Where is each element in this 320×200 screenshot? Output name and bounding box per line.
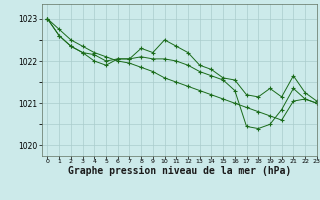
X-axis label: Graphe pression niveau de la mer (hPa): Graphe pression niveau de la mer (hPa) (68, 166, 291, 176)
